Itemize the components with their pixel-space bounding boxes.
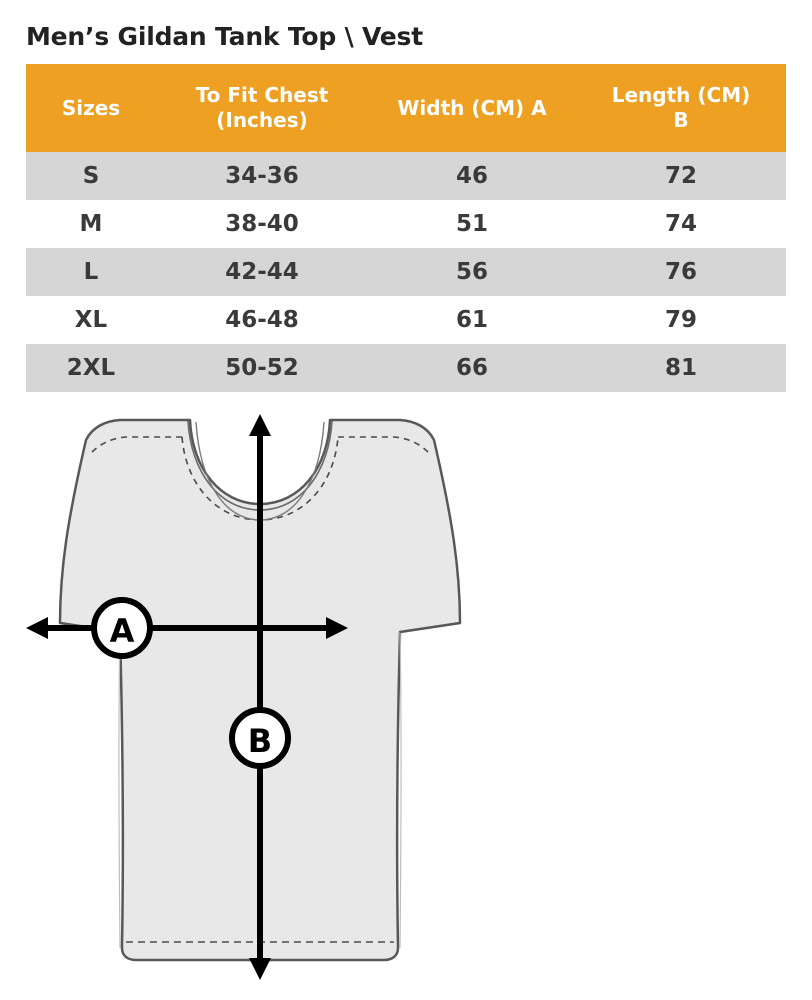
measure-label-b-text: B [248,722,272,760]
column-header-length-line1: Length (CM) [611,83,751,107]
cell-width: 61 [368,296,576,344]
right-armhole-band [399,622,461,633]
cell-size: L [26,248,156,296]
table-header-row: Sizes To Fit Chest (Inches) Width (CM) A… [26,64,786,152]
column-header-length-line2: B [673,108,689,132]
table-header: Sizes To Fit Chest (Inches) Width (CM) A… [26,64,786,152]
cell-width: 51 [368,200,576,248]
column-header-width-line1: Width (CM) A [397,95,547,120]
cell-width: 66 [368,344,576,392]
cell-size: 2XL [26,344,156,392]
page-title: Men’s Gildan Tank Top \ Vest [26,22,423,51]
column-header-chest: To Fit Chest (Inches) [156,64,368,152]
width-measure-arrow [26,617,348,639]
column-header-width: Width (CM) A [368,64,576,152]
table-body: S 34-36 46 72 M 38-40 51 74 L 42-44 56 7… [26,152,786,392]
cell-width: 56 [368,248,576,296]
length-measure-arrow [249,414,271,980]
column-header-chest-line2: (Inches) [216,108,308,132]
column-header-chest-line1: To Fit Chest [195,83,329,107]
cell-length: 79 [576,296,786,344]
left-side-seam [118,631,121,949]
cell-chest: 50-52 [156,344,368,392]
column-header-sizes: Sizes [26,64,156,152]
measure-label-a: A [91,597,153,659]
cell-chest: 34-36 [156,152,368,200]
cell-chest: 42-44 [156,248,368,296]
size-chart-table: Sizes To Fit Chest (Inches) Width (CM) A… [26,64,786,392]
right-shoulder-seam [338,436,429,453]
cell-length: 76 [576,248,786,296]
left-shoulder-seam [91,436,182,453]
table-row: 2XL 50-52 66 81 [26,344,786,392]
cell-chest: 38-40 [156,200,368,248]
cell-size: M [26,200,156,248]
table-row: S 34-36 46 72 [26,152,786,200]
cell-width: 46 [368,152,576,200]
column-header-length: Length (CM) B [576,64,786,152]
table-row: XL 46-48 61 79 [26,296,786,344]
cell-size: XL [26,296,156,344]
cell-size: S [26,152,156,200]
garment-diagram: A B [0,408,812,1000]
right-side-seam [399,631,402,949]
cell-length: 81 [576,344,786,392]
cell-length: 72 [576,152,786,200]
cell-length: 74 [576,200,786,248]
measure-label-b: B [229,707,291,769]
table-row: L 42-44 56 76 [26,248,786,296]
measure-label-a-text: A [110,612,135,650]
cell-chest: 46-48 [156,296,368,344]
table-row: M 38-40 51 74 [26,200,786,248]
column-header-sizes-line1: Sizes [61,95,121,120]
